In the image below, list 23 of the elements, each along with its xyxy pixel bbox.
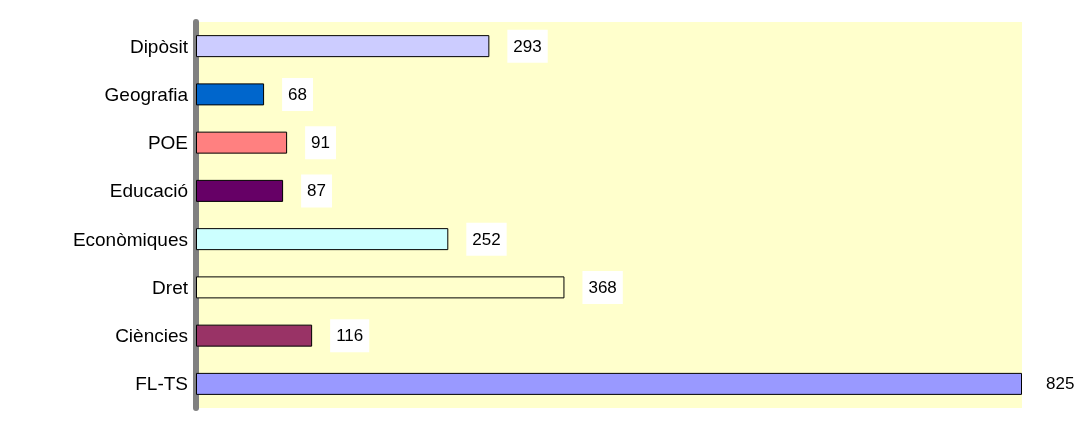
y-tick-label: Geografia	[104, 83, 189, 105]
data-label: 91	[311, 133, 331, 153]
bar	[196, 35, 490, 58]
data-label: 293	[513, 36, 542, 56]
bar	[196, 372, 1022, 395]
y-tick-label: Ciències	[115, 325, 188, 347]
bar	[196, 131, 288, 154]
bar	[196, 179, 284, 202]
bar	[196, 324, 313, 347]
bar	[196, 228, 449, 251]
y-tick-label: Dret	[152, 276, 189, 298]
y-tick-label: Dipòsit	[129, 35, 189, 57]
data-label: 368	[588, 277, 617, 297]
data-label: 252	[472, 229, 501, 249]
data-label: 87	[307, 181, 327, 201]
bar	[196, 83, 265, 106]
data-label: 825	[1046, 374, 1075, 394]
y-tick-label: FL-TS	[135, 373, 188, 395]
data-label: 116	[336, 326, 364, 346]
y-tick-label: Econòmiques	[72, 228, 188, 250]
data-label: 68	[288, 84, 307, 104]
y-tick-label: Educació	[109, 180, 188, 202]
y-tick-label: POE	[147, 132, 188, 154]
